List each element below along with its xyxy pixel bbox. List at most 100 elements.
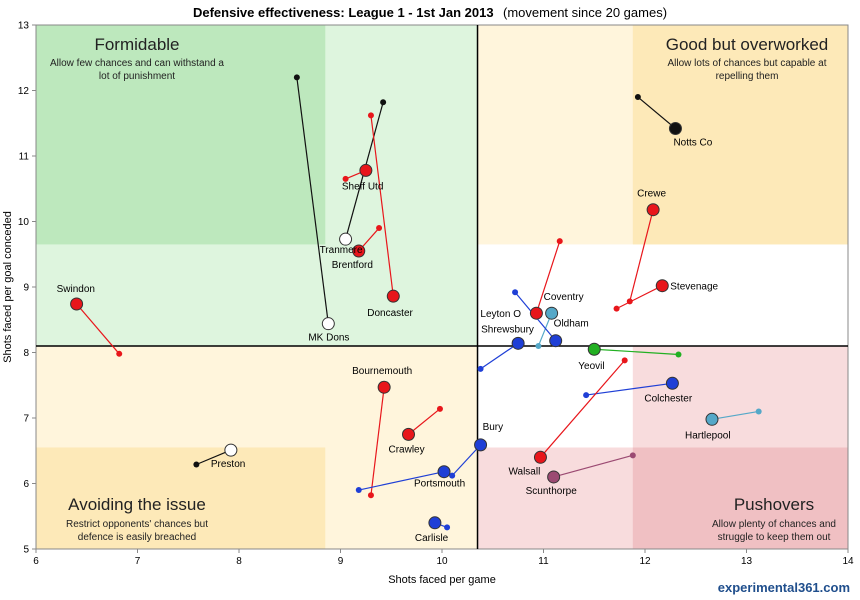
x-tick-label: 14 — [842, 556, 854, 567]
y-tick-label: 11 — [19, 152, 30, 163]
previous-point-oldham — [512, 289, 519, 296]
current-point-preston — [224, 443, 238, 457]
previous-point-bury — [449, 472, 456, 479]
movement-line-yeovil — [594, 348, 679, 356]
current-point-bournemouth — [377, 380, 391, 394]
x-tick-label: 6 — [33, 556, 39, 567]
current-point-yeovil — [587, 342, 601, 356]
current-point-crewe — [646, 203, 660, 217]
movement-line-doncaster — [370, 115, 394, 297]
team-label-crewe: Crewe — [637, 189, 666, 200]
movement-line-portsmouth — [358, 471, 445, 491]
team-label-oldham: Oldham — [554, 319, 589, 330]
current-point-notts-co — [668, 121, 682, 135]
zone-avoiding-dark — [36, 447, 326, 549]
previous-point-crewe — [626, 298, 633, 305]
y-tick-label: 5 — [23, 545, 29, 556]
y-tick-label: 12 — [18, 86, 30, 97]
quadrant-title-pushovers: Pushovers — [734, 495, 814, 514]
y-tick-label: 7 — [23, 414, 29, 425]
quadrant-desc-overworked-2: repelling them — [716, 71, 779, 82]
quadrant-desc-pushovers-1: Allow plenty of chances and — [712, 519, 836, 530]
zone-pushovers-dark — [632, 447, 848, 549]
previous-point-swindon — [116, 350, 123, 357]
team-label-coventry: Coventry — [544, 292, 584, 303]
quadrant-title-formidable: Formidable — [94, 35, 179, 54]
previous-point-colchester — [583, 392, 590, 399]
quadrant-desc-pushovers-2: struggle to keep them out — [718, 532, 831, 543]
team-label-mk-dons: MK Dons — [308, 333, 349, 344]
x-tick-label: 10 — [436, 556, 448, 567]
movement-line-bournemouth — [370, 387, 385, 496]
chart-title: Defensive effectiveness: League 1 - 1st … — [193, 5, 494, 20]
previous-point-walsall — [621, 357, 628, 364]
current-point-stevenage — [655, 279, 669, 293]
current-point-scunthorpe — [547, 470, 561, 484]
movement-line-shrewsbury — [480, 342, 519, 370]
y-tick-label: 8 — [23, 348, 29, 359]
movement-line-colchester — [586, 382, 673, 396]
movement-line-bury — [451, 444, 482, 477]
watermark: experimental361.com — [718, 580, 850, 595]
previous-point-brentford — [376, 225, 383, 232]
team-label-bury: Bury — [483, 422, 504, 433]
quadrant-zones — [36, 25, 848, 549]
previous-point-coventry — [535, 342, 542, 349]
movement-line-mk-dons — [296, 77, 329, 324]
current-point-colchester — [665, 376, 679, 390]
chart-subtitle: (movement since 20 games) — [503, 5, 667, 20]
team-label-walsall: Walsall — [508, 466, 540, 477]
quadrant-desc-avoiding-2: defence is easily breached — [78, 532, 196, 543]
y-axis-label: Shots faced per goal conceded — [2, 211, 14, 363]
previous-point-tranmere — [380, 99, 387, 106]
previous-point-shrewsbury — [477, 365, 484, 372]
movement-line-scunthorpe — [553, 454, 633, 478]
team-labels: Notts Co Crewe Stevenage Sheff Utd Tranmere B… — [57, 137, 731, 543]
chart-title-group: Defensive effectiveness: League 1 - 1st … — [193, 4, 667, 21]
previous-point-bournemouth — [367, 492, 374, 499]
previous-point-sheff-utd — [342, 175, 349, 182]
previous-point-yeovil — [675, 351, 682, 358]
y-tick-label: 6 — [23, 479, 29, 490]
previous-point-leyton-o — [556, 238, 563, 245]
current-points — [70, 121, 719, 530]
movement-line-swindon — [76, 303, 120, 355]
quadrant-title-overworked: Good but overworked — [666, 35, 829, 54]
x-tick-label: 9 — [338, 556, 344, 567]
team-label-stevenage: Stevenage — [670, 282, 718, 293]
team-label-brentford: Brentford — [332, 260, 373, 271]
current-point-portsmouth — [437, 465, 451, 479]
current-point-walsall — [533, 450, 547, 464]
quadrant-title-avoiding: Avoiding the issue — [68, 495, 206, 514]
team-label-yeovil: Yeovil — [578, 361, 604, 372]
previous-points — [116, 74, 762, 531]
team-label-colchester: Colchester — [644, 393, 692, 404]
movement-line-crawley — [408, 408, 441, 435]
previous-point-scunthorpe — [629, 452, 636, 459]
previous-point-doncaster — [367, 112, 374, 119]
movement-line-notts-co — [637, 96, 676, 129]
current-point-doncaster — [386, 289, 400, 303]
current-point-leyton-o — [529, 306, 543, 320]
x-tick-label: 7 — [135, 556, 141, 567]
team-label-bournemouth: Bournemouth — [352, 366, 412, 377]
current-point-coventry — [545, 306, 559, 320]
team-label-doncaster: Doncaster — [367, 308, 413, 319]
quadrant-desc-formidable-2: lot of punishment — [99, 71, 175, 82]
x-tick-label: 11 — [538, 556, 549, 567]
current-point-crawley — [402, 427, 416, 441]
team-label-preston: Preston — [211, 459, 245, 470]
team-label-swindon: Swindon — [57, 284, 95, 295]
current-point-sheff-utd — [359, 163, 373, 177]
team-label-crawley: Crawley — [389, 444, 425, 455]
team-label-carlisle: Carlisle — [415, 533, 449, 544]
current-point-hartlepool — [705, 412, 719, 426]
current-point-shrewsbury — [511, 336, 525, 350]
previous-point-hartlepool — [755, 408, 762, 415]
movement-line-leyton-o — [535, 240, 561, 314]
previous-point-preston — [193, 461, 200, 468]
quadrant-desc-formidable-1: Allow few chances and can withstand a — [50, 58, 224, 69]
team-label-sheff-utd: Sheff Utd — [342, 181, 384, 192]
